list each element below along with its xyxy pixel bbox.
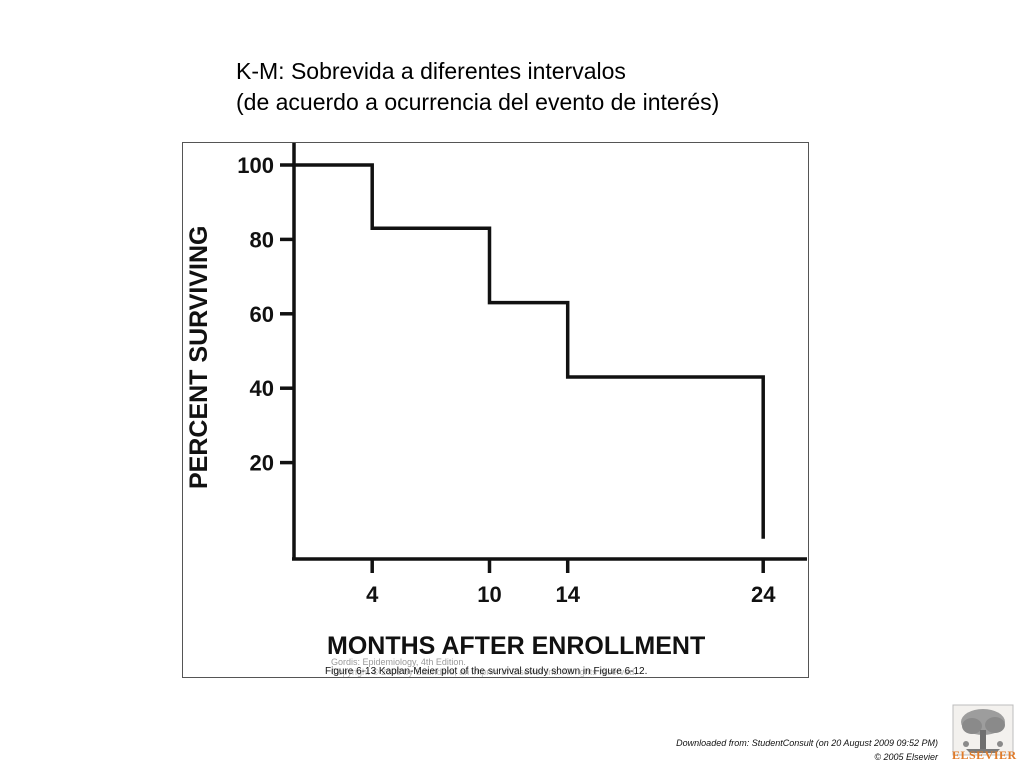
x-axis-label: MONTHS AFTER ENROLLMENT <box>327 632 705 660</box>
figure-credit: Gordis: Epidemiology, 4th Edition. <box>331 657 466 667</box>
x-tick-label-24: 24 <box>751 582 776 607</box>
slide-title: K-M: Sobrevida a diferentes intervalos (… <box>236 56 719 118</box>
y-tick-label-40: 40 <box>250 376 274 401</box>
y-tick-label-20: 20 <box>250 451 274 476</box>
slide-title-line-2: (de acuerdo a ocurrencia del evento de i… <box>236 89 720 115</box>
y-tick-label-60: 60 <box>250 302 274 327</box>
y-axis-label: PERCENT SURVIVING <box>185 226 213 489</box>
x-tick-label-10: 10 <box>477 582 501 607</box>
slide-title-line-1: K-M: Sobrevida a diferentes intervalos <box>236 58 626 84</box>
figure-caption: Figure 6-13 Kaplan-Meier plot of the sur… <box>325 666 648 677</box>
x-tick-label-4: 4 <box>366 582 379 607</box>
kaplan-meier-chart: 20 40 60 80 100 4 10 14 24 MONTHS AFTER ENROLLMEN… <box>185 143 807 660</box>
elsevier-tree-logo <box>952 704 1014 756</box>
figure-copyright-faded: Copyright © 2008 by Saunders, an imprint… <box>331 667 637 677</box>
kaplan-meier-figure: 20 40 60 80 100 4 10 14 24 MONTHS AFTER ENROLLMEN… <box>182 142 809 678</box>
y-tick-label-80: 80 <box>250 227 274 252</box>
y-tick-label-100: 100 <box>237 153 274 178</box>
survival-step-line-0 <box>292 163 765 539</box>
elsevier-logo-text: ELSEVIER <box>952 748 1017 762</box>
footer-copyright: © 2005 Elsevier <box>874 752 938 762</box>
download-note: Downloaded from: StudentConsult (on 20 A… <box>676 738 938 748</box>
x-tick-label-14: 14 <box>555 582 580 607</box>
